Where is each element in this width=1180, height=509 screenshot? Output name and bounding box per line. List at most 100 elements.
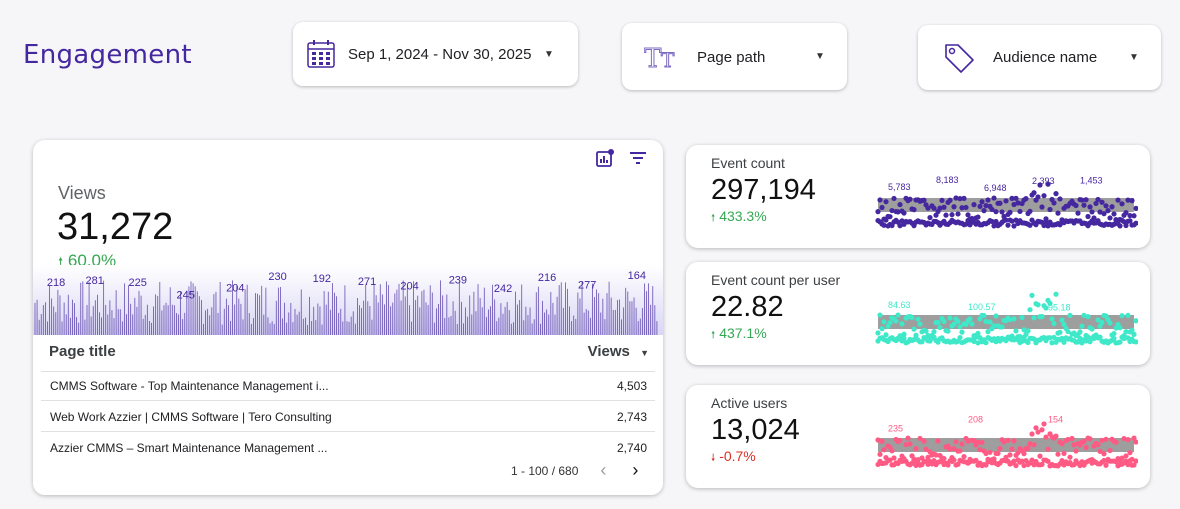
spark-point bbox=[1099, 319, 1105, 326]
spark-point bbox=[1017, 333, 1023, 340]
spark-point bbox=[893, 318, 899, 324]
spark-label: 230 bbox=[268, 271, 286, 283]
spark-point bbox=[1025, 339, 1031, 346]
spark-point bbox=[1085, 314, 1091, 320]
spark-point bbox=[977, 447, 983, 453]
spark-point bbox=[1131, 435, 1137, 441]
spark-point bbox=[943, 212, 949, 218]
chevron-left-icon[interactable]: ‹ bbox=[600, 460, 607, 480]
spark-point bbox=[945, 328, 951, 334]
row-views: 2,740 bbox=[616, 441, 647, 455]
spark-point bbox=[1045, 181, 1051, 187]
spark-label: 100.57 bbox=[968, 302, 996, 312]
spark-point bbox=[887, 457, 893, 463]
row-title: Azzier CMMS – Smart Maintenance Manageme… bbox=[50, 441, 328, 455]
calendar-icon bbox=[306, 39, 336, 74]
spark-point bbox=[1019, 338, 1025, 344]
spark-point bbox=[1111, 221, 1117, 227]
spark-point bbox=[1053, 191, 1059, 197]
spark-point bbox=[1065, 328, 1071, 335]
spark-point bbox=[973, 457, 979, 463]
page-title-table: Page title Views ▼ CMMS Software - Top M… bbox=[33, 335, 663, 495]
page-path-filter[interactable]: T T Page path ▼ bbox=[622, 23, 847, 90]
spark-label: 208 bbox=[968, 415, 983, 425]
spark-point bbox=[949, 212, 955, 218]
chevron-right-icon[interactable]: › bbox=[632, 460, 639, 480]
spark-point bbox=[1129, 327, 1135, 333]
spark-point bbox=[983, 450, 989, 457]
spark-point bbox=[975, 439, 981, 445]
kpi-delta-value: 437.1% bbox=[719, 325, 767, 341]
spark-point bbox=[1029, 457, 1035, 463]
spark-point bbox=[1007, 452, 1013, 458]
event-count-scorecard: Event count 297,194 🠕 433.3% 5,783 8,183 6… bbox=[686, 145, 1150, 248]
spark-point bbox=[951, 321, 957, 327]
table-row[interactable]: Web Work Azzier | CMMS Software | Tero C… bbox=[41, 402, 655, 432]
spark-point bbox=[1047, 300, 1053, 307]
spark-point bbox=[1027, 208, 1033, 214]
chart-settings-icon[interactable] bbox=[595, 148, 615, 173]
spark-point bbox=[1109, 204, 1115, 210]
spark-point bbox=[1081, 202, 1087, 208]
spark-point bbox=[1059, 458, 1065, 464]
spark-point bbox=[1089, 209, 1095, 215]
column-header-views[interactable]: Views ▼ bbox=[588, 343, 649, 365]
spark-point bbox=[1043, 305, 1049, 311]
spark-point bbox=[1079, 197, 1085, 203]
spark-point bbox=[1123, 328, 1129, 335]
spark-point bbox=[1117, 223, 1123, 229]
kpi-delta: 🠕 437.1% bbox=[711, 325, 767, 345]
spark-point bbox=[1131, 462, 1137, 468]
spark-point bbox=[1081, 438, 1087, 444]
spark-point bbox=[979, 199, 985, 205]
kpi-label: Event count bbox=[711, 155, 785, 171]
table-row[interactable]: Azzier CMMS – Smart Maintenance Manageme… bbox=[41, 433, 655, 463]
spark-point bbox=[999, 324, 1005, 330]
spark-point bbox=[879, 204, 885, 211]
table-header: Page title Views ▼ bbox=[49, 343, 649, 365]
table-row[interactable]: CMMS Software - Top Maintenance Manageme… bbox=[41, 371, 655, 401]
spark-point bbox=[1103, 203, 1109, 209]
audience-name-label: Audience name bbox=[993, 49, 1098, 66]
audience-name-filter[interactable]: Audience name ▼ bbox=[918, 25, 1161, 90]
spark-point bbox=[889, 448, 895, 454]
spark-point bbox=[921, 197, 927, 203]
spark-point bbox=[941, 455, 947, 462]
spark-point bbox=[925, 454, 931, 460]
spark-point bbox=[891, 455, 897, 461]
spark-point bbox=[951, 204, 957, 210]
spark-point bbox=[911, 458, 917, 464]
spark-point bbox=[1035, 302, 1041, 308]
spark-point bbox=[1039, 461, 1045, 468]
spark-point bbox=[1015, 200, 1021, 206]
spark-point bbox=[1005, 437, 1011, 443]
spark-point bbox=[1101, 451, 1107, 457]
spark-point bbox=[1067, 312, 1073, 319]
spark-point bbox=[1099, 199, 1105, 205]
spark-point bbox=[969, 321, 975, 327]
spark-point bbox=[895, 209, 901, 215]
spark-point bbox=[937, 324, 943, 331]
spark-point bbox=[1127, 450, 1133, 456]
spark-point bbox=[1099, 437, 1105, 444]
spark-point bbox=[985, 197, 991, 203]
spark-point bbox=[965, 212, 971, 218]
spark-point bbox=[909, 314, 915, 321]
spark-point bbox=[981, 312, 987, 319]
spark-point bbox=[897, 437, 903, 443]
column-header-page-title[interactable]: Page title bbox=[49, 343, 116, 360]
date-range-filter[interactable]: Sep 1, 2024 - Nov 30, 2025 ▼ bbox=[293, 22, 578, 86]
spark-point bbox=[1021, 462, 1027, 469]
spark-point bbox=[965, 438, 971, 444]
spark-point bbox=[947, 197, 953, 203]
spark-point bbox=[987, 319, 993, 325]
column-header-views-label: Views bbox=[587, 343, 630, 360]
spark-label: 204 bbox=[400, 280, 418, 292]
filter-icon[interactable] bbox=[628, 149, 648, 172]
spark-point bbox=[977, 335, 983, 341]
spark-point bbox=[881, 447, 887, 453]
spark-point bbox=[941, 318, 947, 325]
spark-point bbox=[1125, 462, 1131, 468]
spark-point bbox=[901, 335, 907, 341]
spark-label: 1,453 bbox=[1080, 176, 1103, 186]
